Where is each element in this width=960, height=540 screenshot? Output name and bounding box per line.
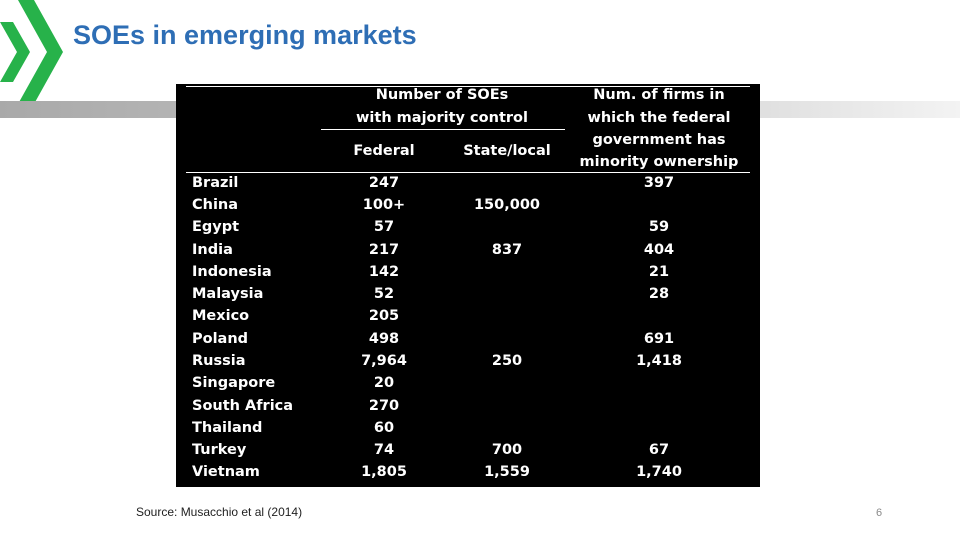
minority-cell: 28 — [648, 286, 670, 302]
header-soes-line2: with majority control — [356, 110, 528, 126]
federal-cell: 52 — [373, 286, 395, 302]
table-row: Russia 7,964 250 1,418 — [176, 353, 760, 375]
minority-cell: 1,418 — [636, 353, 682, 369]
table-row: China 100+ 150,000 — [176, 197, 760, 219]
federal-cell: 7,964 — [361, 353, 407, 369]
minority-cell: 691 — [643, 331, 675, 347]
table-row: India 217 837 404 — [176, 242, 760, 264]
federal-cell: 205 — [368, 308, 400, 324]
state-local-cell: 250 — [491, 353, 523, 369]
country-cell: Indonesia — [192, 264, 272, 280]
federal-cell: 100+ — [362, 197, 406, 213]
federal-cell: 57 — [373, 219, 395, 235]
federal-cell: 270 — [368, 398, 400, 414]
slide-title: SOEs in emerging markets — [73, 20, 417, 50]
federal-cell: 74 — [373, 442, 395, 458]
minority-cell: 397 — [643, 175, 675, 191]
table-row: Thailand 60 — [176, 420, 760, 442]
country-cell: India — [192, 242, 233, 258]
page-number: 6 — [876, 507, 883, 519]
table-top-rule — [186, 86, 750, 87]
minority-cell: 59 — [648, 219, 670, 235]
federal-cell: 247 — [368, 175, 400, 191]
header-minority-line4: minority ownership — [579, 154, 739, 170]
header-bottom-rule — [186, 172, 750, 173]
table-row: Turkey 74 700 67 — [176, 442, 760, 464]
federal-cell: 142 — [368, 264, 400, 280]
table-row: South Africa 270 — [176, 398, 760, 420]
country-cell: China — [192, 197, 239, 213]
federal-cell: 217 — [368, 242, 400, 258]
source-citation: Source: Musacchio et al (2014) — [136, 505, 303, 519]
header-minority-line1: Num. of firms in — [593, 87, 725, 103]
minority-cell: 21 — [648, 264, 670, 280]
minority-cell: 404 — [643, 242, 675, 258]
country-cell: Turkey — [192, 442, 247, 458]
state-local-cell: 837 — [491, 242, 523, 258]
state-local-cell: 1,559 — [484, 464, 530, 480]
header-soes-line1: Number of SOEs — [375, 87, 509, 103]
header-state-local: State/local — [463, 143, 551, 159]
country-cell: Brazil — [192, 175, 239, 191]
state-local-cell: 150,000 — [473, 197, 541, 213]
table-row: Poland 498 691 — [176, 331, 760, 353]
country-cell: Poland — [192, 331, 249, 347]
soe-table: Number of SOEs with majority control Fed… — [176, 84, 760, 487]
federal-cell: 20 — [373, 375, 395, 391]
table-row: Brazil 247 397 — [176, 175, 760, 197]
country-cell: Malaysia — [192, 286, 264, 302]
federal-cell: 60 — [373, 420, 395, 436]
table-row: Malaysia 52 28 — [176, 286, 760, 308]
federal-cell: 1,805 — [361, 464, 407, 480]
table-row: Mexico 205 — [176, 308, 760, 330]
header-minority-line2: which the federal — [587, 110, 731, 126]
table-row: Vietnam 1,805 1,559 1,740 — [176, 464, 760, 486]
chevron-logo-icon — [0, 0, 63, 104]
country-cell: Vietnam — [192, 464, 260, 480]
country-cell: South Africa — [192, 398, 294, 414]
header-group-rule — [321, 129, 565, 130]
minority-cell: 1,740 — [636, 464, 682, 480]
header-minority-line3: government has — [592, 132, 726, 148]
country-cell: Russia — [192, 353, 246, 369]
country-cell: Thailand — [192, 420, 263, 436]
country-cell: Singapore — [192, 375, 276, 391]
state-local-cell: 700 — [491, 442, 523, 458]
table-row: Singapore 20 — [176, 375, 760, 397]
federal-cell: 498 — [368, 331, 400, 347]
table-row: Indonesia 142 21 — [176, 264, 760, 286]
header-federal: Federal — [353, 143, 415, 159]
country-cell: Mexico — [192, 308, 250, 324]
country-cell: Egypt — [192, 219, 240, 235]
minority-cell: 67 — [648, 442, 670, 458]
table-row: Egypt 57 59 — [176, 219, 760, 241]
